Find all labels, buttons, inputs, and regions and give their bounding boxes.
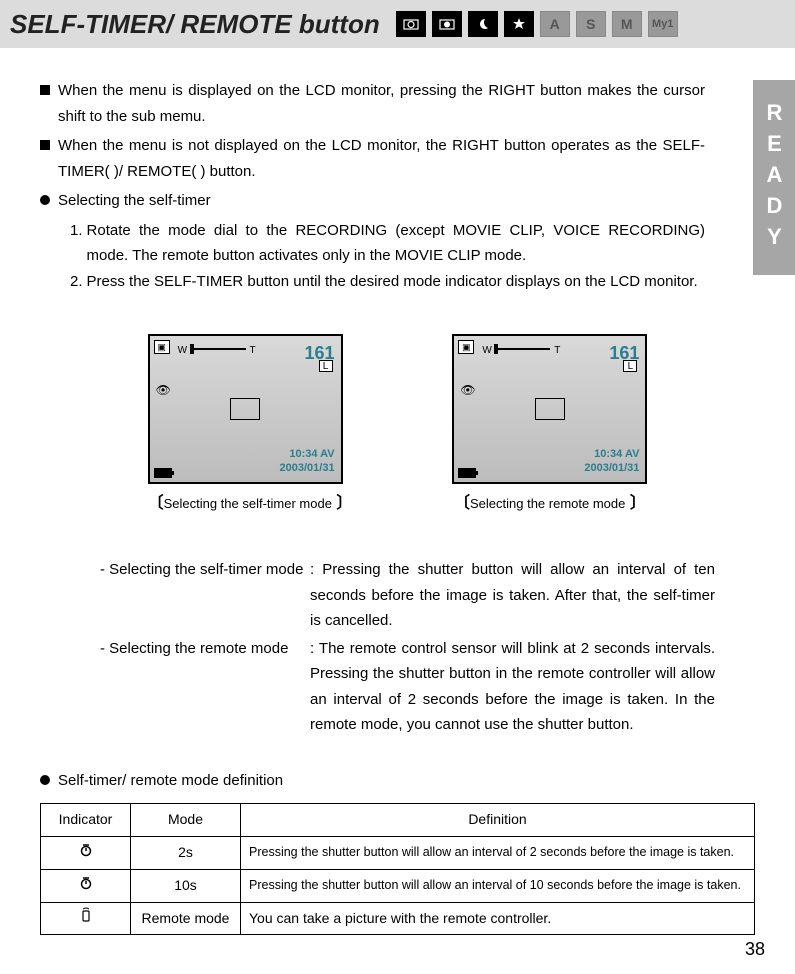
- bullet-1-text: When the menu is displayed on the LCD mo…: [58, 78, 705, 129]
- th-definition: Definition: [241, 804, 755, 837]
- mode-descriptions: - Selecting the self-timer mode : Pressi…: [40, 547, 755, 738]
- desc-self-text: : Pressing the shutter button will allow…: [310, 557, 715, 634]
- zoom-bar: [494, 344, 550, 354]
- bullet-3: Selecting the self-timer: [40, 188, 755, 214]
- lcd-self-timer: ▣ 161 L 👁 10:34 AV 2003/01/31 〔Selecting…: [148, 334, 353, 517]
- mode-icon-camera-2: [432, 11, 462, 37]
- focus-frame: [535, 398, 565, 420]
- page-number: 38: [745, 939, 765, 960]
- def-2s: Pressing the shutter button will allow a…: [241, 836, 755, 869]
- title-bar: SELF-TIMER/ REMOTE button A S M My1: [0, 0, 795, 48]
- step-num-1: 1.: [70, 218, 83, 269]
- camera-icon: ▣: [458, 340, 474, 354]
- definition-heading-row: Self-timer/ remote mode definition: [40, 768, 755, 794]
- redeye-icon: 👁: [156, 380, 171, 400]
- redeye-icon: 👁: [460, 380, 475, 400]
- step-1-text: Rotate the mode dial to the RECORDING (e…: [87, 218, 705, 269]
- lcd-caption-2: 〔Selecting the remote mode 〕: [452, 490, 647, 517]
- caption-self-text: Selecting the self-timer mode: [164, 496, 332, 511]
- camera-icon: ▣: [154, 340, 170, 354]
- page-title: SELF-TIMER/ REMOTE button: [10, 9, 380, 40]
- bullet-2-text: When the menu is not displayed on the LC…: [58, 133, 705, 184]
- square-bullet-icon: [40, 140, 50, 150]
- focus-frame: [230, 398, 260, 420]
- mode-10s: 10s: [131, 869, 241, 902]
- lcd-date: 2003/01/31: [584, 459, 639, 478]
- desc-self-label: - Selecting the self-timer mode: [100, 557, 310, 634]
- def-remote: You can take a picture with the remote c…: [241, 902, 755, 935]
- mode-icon-star: [504, 11, 534, 37]
- mode-icon-my1: My1: [648, 11, 678, 37]
- lcd-caption-1: 〔Selecting the self-timer mode 〕: [148, 490, 353, 517]
- indicator-2s-icon: [41, 836, 131, 869]
- lcd-date: 2003/01/31: [280, 459, 335, 478]
- lcd-screen-1: ▣ 161 L 👁 10:34 AV 2003/01/31: [148, 334, 343, 484]
- bullet-1: When the menu is displayed on the LCD mo…: [40, 78, 755, 129]
- mode-icon-camera-1: [396, 11, 426, 37]
- definition-table: Indicator Mode Definition 2s Pressing th…: [40, 803, 755, 935]
- size-indicator: L: [623, 360, 637, 372]
- mode-icon-night: [468, 11, 498, 37]
- bullet-2: When the menu is not displayed on the LC…: [40, 133, 755, 184]
- caption-remote-text: Selecting the remote mode: [470, 496, 625, 511]
- lcd-illustrations: ▣ 161 L 👁 10:34 AV 2003/01/31 〔Selecting…: [40, 334, 755, 517]
- circle-bullet-icon: [40, 195, 50, 205]
- circle-bullet-icon: [40, 775, 50, 785]
- battery-icon: [154, 468, 172, 478]
- table-row: 2s Pressing the shutter button will allo…: [41, 836, 755, 869]
- bullet-3-text: Selecting the self-timer: [58, 188, 705, 214]
- mode-icon-s: S: [576, 11, 606, 37]
- size-indicator: L: [319, 360, 333, 372]
- side-tab-label: READY: [761, 100, 787, 255]
- table-row: Remote mode You can take a picture with …: [41, 902, 755, 935]
- desc-remote-text: : The remote control sensor will blink a…: [310, 636, 715, 738]
- desc-remote-label: - Selecting the remote mode: [100, 636, 310, 738]
- step-2-text: Press the SELF-TIMER button until the de…: [87, 269, 705, 295]
- numbered-list: 1.Rotate the mode dial to the RECORDING …: [40, 218, 755, 295]
- mode-icon-m: M: [612, 11, 642, 37]
- step-num-2: 2.: [70, 269, 83, 295]
- content-area: When the menu is displayed on the LCD mo…: [0, 48, 795, 935]
- indicator-10s-icon: [41, 869, 131, 902]
- table-header-row: Indicator Mode Definition: [41, 804, 755, 837]
- mode-remote: Remote mode: [131, 902, 241, 935]
- mode-2s: 2s: [131, 836, 241, 869]
- mode-icon-a: A: [540, 11, 570, 37]
- lcd-screen-2: ▣ 161 L 👁 10:34 AV 2003/01/31: [452, 334, 647, 484]
- th-indicator: Indicator: [41, 804, 131, 837]
- def-10s: Pressing the shutter button will allow a…: [241, 869, 755, 902]
- battery-icon: [458, 468, 476, 478]
- lcd-remote: ▣ 161 L 👁 10:34 AV 2003/01/31 〔Selecting…: [452, 334, 647, 517]
- side-tab: READY: [753, 80, 795, 275]
- definition-heading: Self-timer/ remote mode definition: [58, 768, 705, 794]
- th-mode: Mode: [131, 804, 241, 837]
- square-bullet-icon: [40, 85, 50, 95]
- indicator-remote-icon: [41, 902, 131, 935]
- table-row: 10s Pressing the shutter button will all…: [41, 869, 755, 902]
- zoom-bar: [190, 344, 246, 354]
